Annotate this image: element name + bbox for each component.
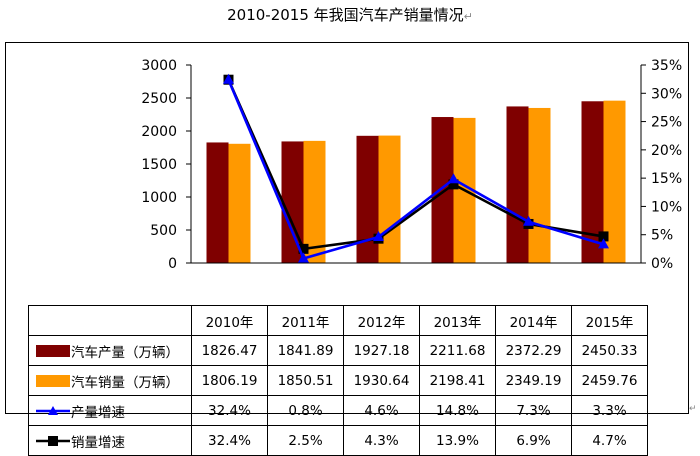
data-cell: 2198.41 (419, 365, 496, 396)
production-growth-line (227, 79, 604, 260)
data-cell: 0.8% (267, 395, 344, 426)
category-label: 2010年 (191, 305, 268, 336)
right-axis-tick-label: 30% (651, 86, 682, 102)
production-growth-point (298, 252, 309, 263)
data-cell: 3.3% (571, 395, 648, 426)
right-axis-tick-label: 5% (651, 228, 673, 244)
legend-label: 产量增速 (71, 404, 125, 421)
left-axis-tick-label: 1500 (141, 157, 177, 173)
sales-bar (528, 107, 551, 263)
category-label: 2015年 (571, 305, 648, 336)
data-cell: 2.5% (267, 425, 344, 456)
legend-label: 汽车产量（万辆） (71, 344, 179, 361)
legend-label: 汽车销量（万辆） (71, 374, 179, 391)
bar-series-group (206, 100, 626, 264)
legend-triangle-icon (36, 405, 70, 415)
production-bar (506, 106, 529, 263)
table-row: 汽车销量（万辆） 1806.19 1850.51 1930.64 2198.41… (28, 365, 648, 396)
right-axis-tick-label: 0% (651, 256, 673, 272)
legend-item-sales-growth: 销量增速 (28, 425, 192, 456)
category-label: 2011年 (267, 305, 344, 336)
axis-lines (190, 65, 642, 264)
right-axis-tick-label: 35% (651, 58, 682, 74)
production-bar (281, 141, 304, 263)
right-axis-tick-label: 10% (651, 199, 682, 215)
chart-title-text: 2010-2015 年我国汽车产销量情况 (227, 6, 464, 24)
sales-growth-point (298, 243, 309, 254)
left-axis-tick-label: 1000 (141, 190, 177, 206)
legend-square-icon (36, 435, 70, 446)
data-cell: 7.3% (495, 395, 572, 426)
data-cell: 2459.76 (571, 365, 648, 396)
sales-bar (603, 100, 626, 263)
sales-bar (303, 140, 326, 263)
data-cell: 1927.18 (343, 335, 420, 366)
chart-frame: 0 500 1000 1500 2000 2500 3000 0% 5% 10% 15% 20% 25… (5, 42, 689, 456)
data-cell: 1930.64 (343, 365, 420, 396)
legend-item-production-growth: 产量增速 (28, 395, 192, 426)
left-axis-tick-label: 3000 (141, 58, 177, 74)
left-axis-tick-label: 0 (168, 256, 177, 272)
data-cell: 2372.29 (495, 335, 572, 366)
data-cell: 1850.51 (267, 365, 344, 396)
right-axis-tick-label: 15% (651, 171, 682, 187)
left-axis-tick-label: 2000 (141, 124, 177, 140)
data-table: 2010年 2011年 2012年 2013年 2014年 2015年 汽车产量… (28, 305, 648, 456)
data-cell: 2450.33 (571, 335, 648, 366)
table-corner-cell (28, 305, 192, 336)
legend-label: 销量增速 (71, 434, 125, 451)
data-cell: 4.6% (343, 395, 420, 426)
production-bar (356, 135, 379, 263)
data-cell: 13.9% (419, 425, 496, 456)
sales-growth-point (448, 179, 459, 190)
category-label: 2014年 (495, 305, 572, 336)
legend-item-production: 汽车产量（万辆） (28, 335, 192, 366)
data-cell: 4.7% (571, 425, 648, 456)
return-mark-icon: ↵ (689, 404, 697, 414)
data-cell: 14.8% (419, 395, 496, 426)
line-series-group (223, 73, 609, 263)
table-row: 产量增速 32.4% 0.8% 4.6% 14.8% 7.3% 3.3% (28, 395, 648, 426)
category-label: 2012年 (343, 305, 420, 336)
data-cell: 1826.47 (191, 335, 268, 366)
right-axis-tick-label: 25% (651, 115, 682, 131)
table-header-row: 2010年 2011年 2012年 2013年 2014年 2015年 (28, 305, 648, 336)
legend-swatch-production (36, 344, 70, 357)
production-bar (581, 101, 604, 263)
right-axis-tick-label: 20% (651, 143, 682, 159)
right-axis: 0% 5% 10% 15% 20% 25% 30% 35% (641, 58, 682, 272)
production-bar (431, 117, 454, 264)
legend-swatch-sales (36, 374, 70, 387)
data-cell: 1841.89 (267, 335, 344, 366)
left-axis-tick-label: 500 (150, 223, 177, 239)
data-cell: 4.3% (343, 425, 420, 456)
left-axis-tick-label: 2500 (141, 91, 177, 107)
production-growth-point (448, 173, 459, 184)
category-label: 2013年 (419, 305, 496, 336)
return-mark-icon: ↵ (463, 10, 473, 23)
production-bar (206, 142, 229, 263)
production-growth-point (223, 73, 234, 84)
data-cell: 2349.19 (495, 365, 572, 396)
sales-bar (228, 143, 251, 263)
data-cell: 2211.68 (419, 335, 496, 366)
production-growth-point (598, 238, 609, 249)
table-row: 销量增速 32.4% 2.5% 4.3% 13.9% 6.9% 4.7% (28, 425, 648, 456)
data-cell: 32.4% (191, 425, 268, 456)
data-cell: 1806.19 (191, 365, 268, 396)
data-cell: 6.9% (495, 425, 572, 456)
sales-bar (378, 135, 401, 263)
table-row: 汽车产量（万辆） 1826.47 1841.89 1927.18 2211.68… (28, 335, 648, 366)
data-cell: 32.4% (191, 395, 268, 426)
production-growth-point (373, 230, 384, 241)
chart-title: 2010-2015 年我国汽车产销量情况↵ (0, 4, 700, 25)
chart-plot: 0 500 1000 1500 2000 2500 3000 0% 5% 10% 15% 20% 25… (141, 58, 682, 272)
left-axis: 0 500 1000 1500 2000 2500 3000 (141, 58, 191, 272)
legend-item-sales: 汽车销量（万辆） (28, 365, 192, 396)
sales-growth-point (598, 231, 609, 242)
production-growth-point (523, 215, 534, 226)
